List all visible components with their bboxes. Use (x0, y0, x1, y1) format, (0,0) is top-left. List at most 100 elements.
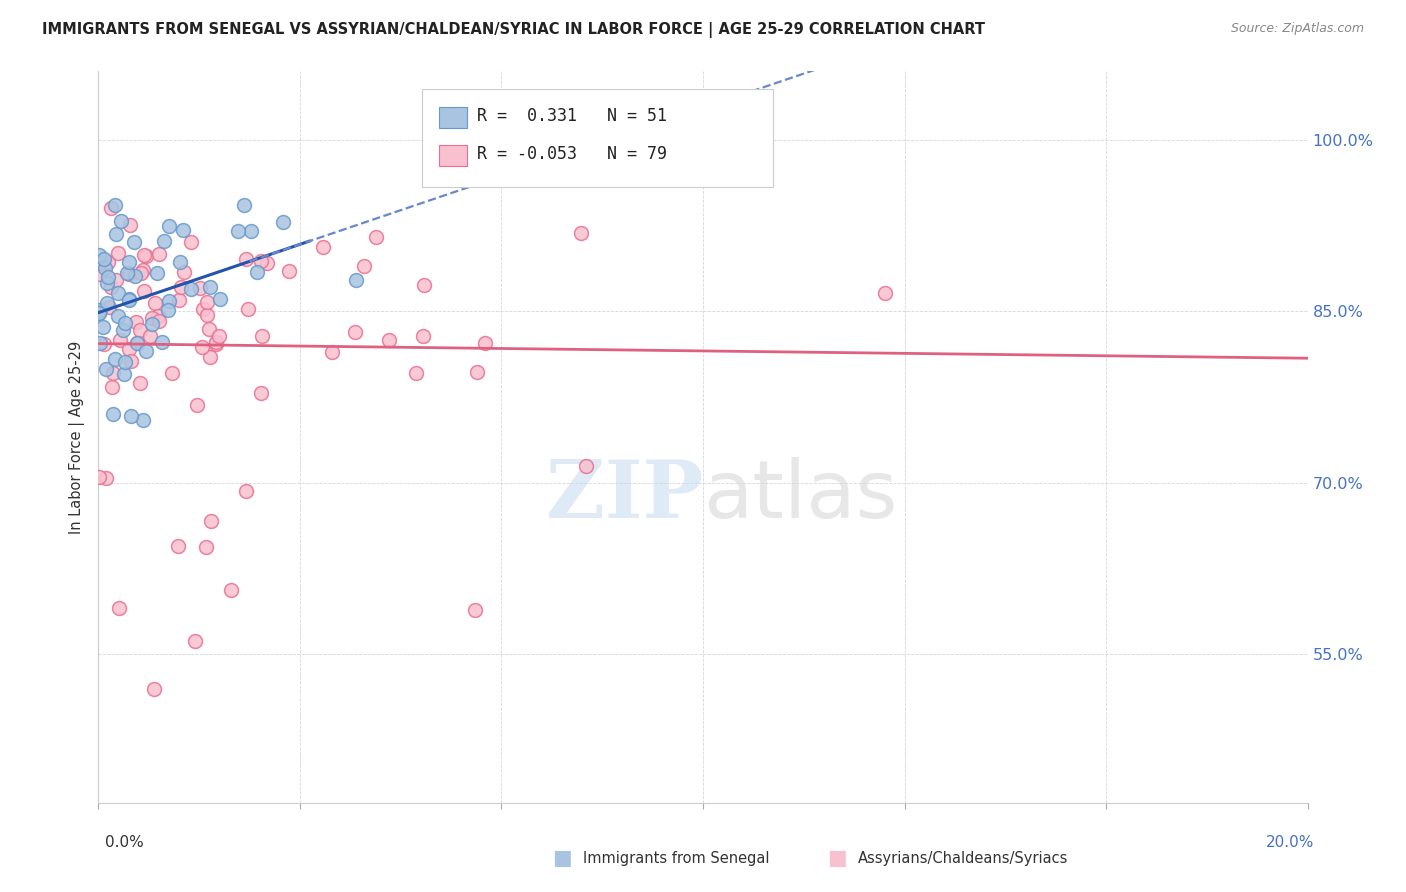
Point (148, 313, 170, 327)
Point (107, 601, 129, 615)
Point (157, 219, 180, 233)
Point (250, 386, 273, 401)
Point (125, 315, 148, 329)
Point (138, 329, 160, 343)
Point (114, 316, 136, 330)
Point (118, 254, 141, 268)
Point (208, 293, 231, 307)
Point (166, 540, 188, 554)
Point (97, 269, 120, 284)
Point (96, 276, 118, 290)
Point (148, 247, 170, 261)
Point (125, 335, 148, 350)
Point (120, 218, 142, 232)
Point (157, 302, 180, 317)
Point (188, 281, 211, 295)
Point (117, 267, 139, 281)
Point (204, 334, 226, 349)
Point (132, 412, 155, 426)
Point (569, 226, 592, 240)
Point (103, 198, 125, 212)
Point (134, 284, 156, 298)
Point (107, 309, 129, 323)
Point (574, 459, 596, 474)
Point (186, 398, 208, 412)
Point (249, 254, 271, 268)
Point (344, 272, 367, 286)
Point (104, 351, 127, 366)
Point (94, 260, 117, 275)
Point (108, 334, 131, 348)
Point (191, 340, 214, 354)
Point (364, 229, 387, 244)
Text: R = -0.053   N = 79: R = -0.053 N = 79 (477, 145, 666, 163)
Point (172, 223, 194, 237)
Point (135, 344, 157, 359)
Text: R =  0.331   N = 51: R = 0.331 N = 51 (477, 107, 666, 125)
Point (89, 303, 111, 318)
Point (117, 266, 139, 280)
Point (474, 336, 496, 351)
Point (232, 198, 254, 212)
Point (105, 227, 128, 241)
Point (107, 286, 129, 301)
Point (200, 514, 222, 528)
Point (256, 256, 278, 270)
Point (135, 249, 157, 263)
Point (141, 317, 163, 331)
Point (180, 235, 202, 249)
Point (94, 471, 117, 485)
Point (100, 201, 122, 215)
Point (250, 329, 273, 343)
Point (118, 292, 141, 306)
Point (120, 354, 142, 368)
Point (235, 483, 257, 498)
Point (94, 361, 117, 376)
Point (120, 409, 142, 423)
Point (89, 470, 111, 484)
Point (344, 325, 367, 339)
Point (198, 280, 221, 294)
Point (89, 306, 111, 320)
Point (105, 273, 128, 287)
Point (110, 214, 132, 228)
Point (143, 296, 166, 310)
Text: Assyrians/Chaldeans/Syriacs: Assyrians/Chaldeans/Syriacs (858, 851, 1069, 865)
Point (405, 367, 427, 381)
Point (127, 335, 149, 350)
Point (124, 269, 146, 284)
Point (89, 255, 111, 269)
Point (271, 214, 294, 228)
Point (157, 294, 180, 309)
Point (87, 248, 110, 262)
Point (184, 634, 207, 648)
Point (152, 234, 174, 248)
Point (226, 224, 249, 238)
Point (195, 294, 218, 309)
Point (114, 354, 136, 368)
Point (278, 264, 301, 278)
Point (150, 334, 173, 349)
Text: ■: ■ (827, 848, 846, 868)
Text: atlas: atlas (703, 457, 897, 534)
Y-axis label: In Labor Force | Age 25-29: In Labor Force | Age 25-29 (69, 341, 86, 533)
Point (122, 235, 145, 249)
Point (195, 308, 218, 322)
Point (160, 366, 183, 380)
Point (128, 376, 150, 390)
Text: ZIP: ZIP (546, 457, 703, 534)
Point (146, 309, 169, 323)
Point (89, 336, 111, 351)
Point (236, 301, 259, 316)
Point (413, 277, 436, 292)
Point (198, 321, 221, 335)
Point (412, 329, 434, 343)
Point (193, 301, 215, 316)
Point (134, 248, 156, 262)
Point (91, 319, 114, 334)
Point (353, 259, 375, 273)
Point (873, 286, 896, 301)
Point (194, 541, 217, 555)
Point (312, 239, 335, 253)
Point (89, 306, 111, 320)
